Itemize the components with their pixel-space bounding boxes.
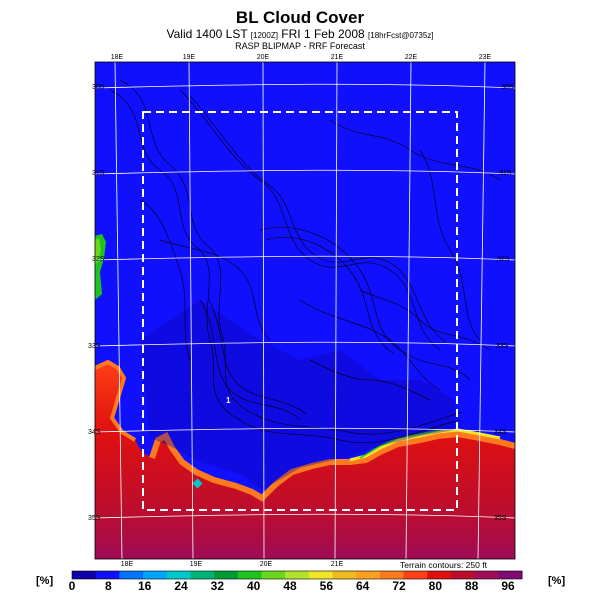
map-frame bbox=[94, 61, 516, 560]
colorbar-swatch bbox=[190, 571, 215, 579]
lon-label-bottom-0: 18E bbox=[120, 561, 134, 568]
colorbar-swatch bbox=[143, 571, 168, 579]
lat-label-left-3: 33S bbox=[88, 343, 101, 350]
colorbar-tick-0: 0 bbox=[68, 579, 76, 593]
colorbar-swatch bbox=[403, 571, 428, 579]
lon-label-bottom-1: 19E bbox=[189, 561, 203, 568]
colorbar-unit-left: [%] bbox=[36, 575, 54, 587]
coast-fringe-inner bbox=[349, 428, 501, 462]
colorbar-swatch bbox=[474, 571, 499, 579]
colorbar-swatch bbox=[95, 571, 120, 579]
lat-label-left-1: 31S bbox=[92, 170, 105, 177]
colorbar-tick-11: 88 bbox=[464, 579, 479, 593]
colorbar-tick-8: 64 bbox=[355, 579, 370, 593]
marker-dot bbox=[192, 478, 203, 489]
lat-label-left-5: 35S bbox=[88, 515, 101, 522]
colorbar-tick-10: 80 bbox=[428, 579, 443, 593]
lon-label-top-4: 22E bbox=[404, 54, 418, 61]
lat-label-right-2: 32S bbox=[497, 256, 510, 263]
lat-label-left-2: 32S bbox=[92, 256, 105, 263]
lon-label-top-3: 21E bbox=[330, 54, 344, 61]
colorbar-swatch bbox=[427, 571, 452, 579]
forecast-subtitle: RASP BLIPMAP - RRF Forecast bbox=[235, 41, 365, 51]
graticule bbox=[95, 62, 515, 559]
coast-fringe bbox=[149, 430, 515, 502]
lat-label-left-4: 34S bbox=[88, 429, 101, 436]
colorbar-swatch bbox=[237, 571, 262, 579]
lat-label-right-4: 34S bbox=[494, 429, 507, 436]
colorbar-tick-5: 40 bbox=[246, 579, 261, 593]
lat-label-right-5: 35S bbox=[494, 515, 507, 522]
colorbar-tick-12: 96 bbox=[501, 579, 515, 593]
inland-low-cover bbox=[140, 300, 455, 490]
west-cyan-patch bbox=[95, 238, 101, 264]
colorbar-swatch bbox=[450, 571, 476, 579]
colorbar-swatch bbox=[166, 571, 191, 579]
colorbar-swatch bbox=[356, 571, 381, 579]
colorbar bbox=[71, 570, 523, 580]
colorbar-tick-7: 56 bbox=[319, 579, 334, 593]
colorbar-tick-9: 72 bbox=[392, 579, 406, 593]
colorbar-swatch bbox=[379, 571, 405, 579]
colorbar-swatch bbox=[119, 571, 144, 579]
lon-label-top-2: 20E bbox=[256, 54, 270, 61]
lon-label-bottom-3: 21E bbox=[330, 561, 344, 568]
colorbar-tick-4: 32 bbox=[210, 579, 225, 593]
lon-label-top-0: 18E bbox=[110, 54, 124, 61]
lat-label-right-0: 30S bbox=[501, 84, 514, 91]
lat-label-left-0: 30S bbox=[92, 84, 105, 91]
location-marker: 1 bbox=[226, 396, 231, 405]
colorbar-tick-3: 24 bbox=[174, 579, 188, 593]
valid-date: FRI 1 Feb 2008 bbox=[281, 27, 365, 41]
lat-label-right-1: 31S bbox=[499, 170, 512, 177]
forecast-run: [18hrFcst@0735z] bbox=[368, 31, 434, 40]
colorbar-swatch bbox=[261, 571, 286, 579]
colorbar-unit-right: [%] bbox=[548, 575, 566, 587]
colorbar-outline bbox=[71, 570, 523, 580]
colorbar-swatch bbox=[308, 571, 334, 579]
colorbar-swatch bbox=[285, 571, 310, 579]
colorbar-swatch bbox=[498, 571, 523, 579]
colorbar-swatch bbox=[332, 571, 357, 579]
lon-label-bottom-2: 20E bbox=[259, 561, 273, 568]
colorbar-tick-2: 16 bbox=[137, 579, 152, 593]
lon-label-top-5: 23E bbox=[478, 54, 492, 61]
colorbar-swatch bbox=[72, 571, 97, 579]
inner-domain-boundary bbox=[142, 111, 458, 511]
terrain-contour-note: Terrain contours: 250 ft bbox=[400, 560, 487, 570]
colorbar-tick-6: 48 bbox=[283, 579, 297, 593]
valid-utc: [1200Z] bbox=[250, 31, 278, 40]
lon-label-top-1: 19E bbox=[182, 54, 196, 61]
valid-prefix: Valid 1400 LST bbox=[166, 27, 248, 41]
valid-time-line: Valid 1400 LST [1200Z] FRI 1 Feb 2008 [1… bbox=[0, 27, 600, 41]
colorbar-tick-1: 8 bbox=[104, 579, 112, 593]
colorbar-swatch bbox=[214, 571, 239, 579]
lat-label-right-3: 33S bbox=[496, 343, 509, 350]
map-title: BL Cloud Cover bbox=[235, 8, 365, 27]
